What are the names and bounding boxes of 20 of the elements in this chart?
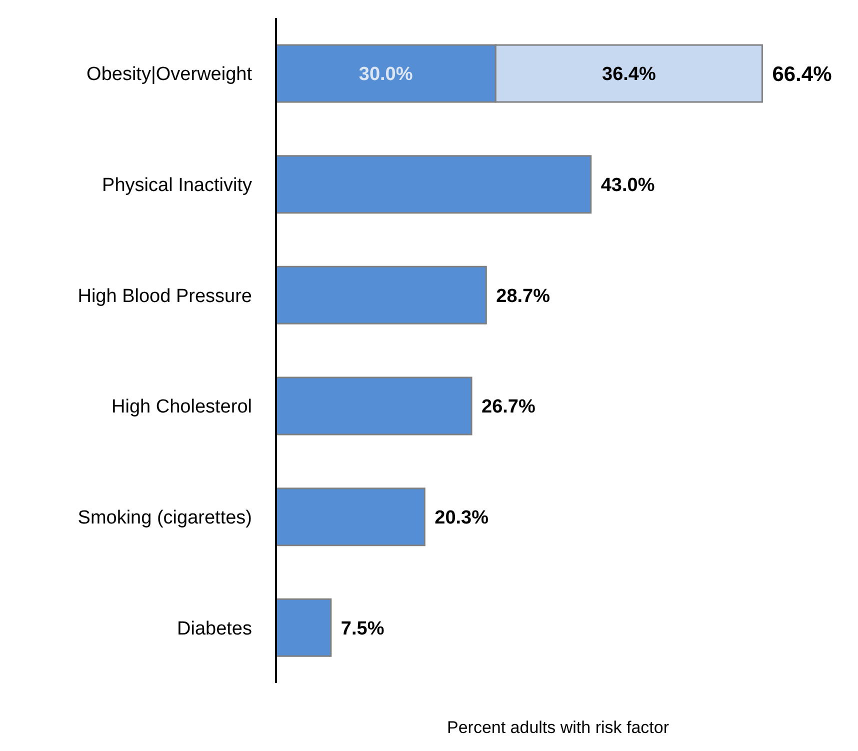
data-label: 28.7% [496, 286, 550, 307]
data-label: 20.3% [434, 507, 489, 528]
y-tick-label: Diabetes [177, 618, 252, 640]
x-axis-title: Percent adults with risk factor [446, 718, 670, 737]
y-tick-label: High Cholesterol [112, 396, 252, 418]
y-tick-label: High Blood Pressure [78, 286, 252, 307]
data-label: 36.4% [602, 64, 656, 86]
y-tick-label: Smoking (cigarettes) [78, 507, 252, 528]
bar [276, 376, 472, 436]
data-label: 43.0% [600, 174, 655, 196]
y-tick-label: Obesity|Overweight [86, 64, 253, 86]
y-tick-label: Physical Inactivity [102, 174, 252, 196]
data-label: 30.0% [358, 64, 413, 86]
data-label: 7.5% [340, 618, 384, 640]
bar [276, 598, 332, 657]
bar [276, 266, 487, 324]
total-label: 66.4% [772, 62, 832, 86]
bar [276, 155, 592, 214]
data-label: 26.7% [482, 396, 536, 418]
bar [276, 488, 426, 546]
